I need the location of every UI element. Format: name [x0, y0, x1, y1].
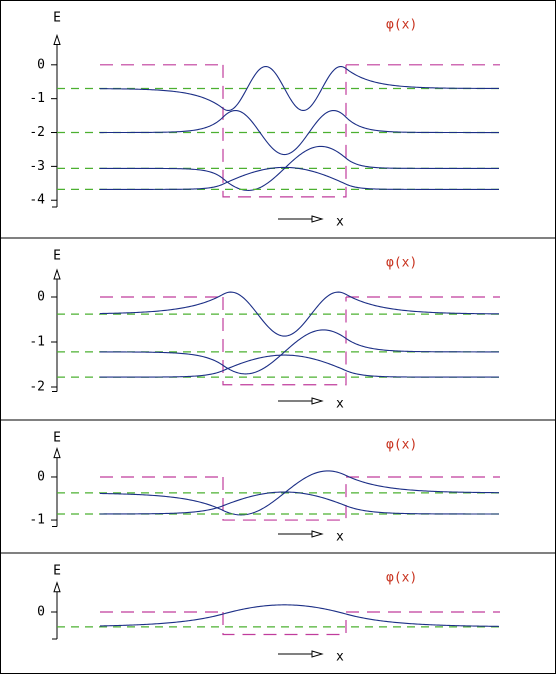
x-arrow-head — [311, 650, 324, 658]
y-axis-label: E — [53, 249, 61, 264]
y-tick-label: 0 — [37, 605, 45, 620]
potential-well — [222, 476, 347, 521]
y-tick-label: -3 — [29, 159, 45, 174]
wavefunction — [100, 329, 499, 375]
y-tick-label: -2 — [29, 125, 45, 140]
panel: E 0 φ(x) x — [0, 552, 556, 665]
wavefunction — [100, 166, 499, 190]
panel: E 0 -1 -2 φ(x) x — [0, 237, 556, 412]
x-axis-label: x — [336, 530, 344, 545]
wavefunction — [100, 109, 499, 156]
x-axis-label: x — [336, 650, 344, 665]
annotation: φ(x) — [386, 18, 417, 33]
potential-well — [222, 297, 347, 386]
x-arrow-head — [311, 530, 324, 538]
y-axis-arrow — [53, 581, 61, 593]
panel: E 0 -1 φ(x) x — [0, 419, 556, 545]
wavefunction — [100, 354, 499, 378]
y-tick-label: -1 — [29, 513, 45, 528]
annotation: φ(x) — [386, 438, 417, 453]
y-tick-label: 0 — [37, 290, 45, 305]
y-axis-label: E — [53, 564, 61, 579]
y-axis-label: E — [53, 11, 61, 26]
x-axis-label: x — [336, 397, 344, 412]
y-axis-label: E — [53, 431, 61, 446]
annotation: φ(x) — [386, 571, 417, 586]
x-axis-label: x — [336, 215, 344, 230]
potential-well — [222, 612, 347, 636]
y-tick-label: 0 — [37, 469, 45, 484]
y-axis-arrow — [53, 33, 61, 45]
y-tick-label: -1 — [29, 335, 45, 350]
wavefunction — [100, 145, 499, 191]
wavefunction — [99, 470, 500, 516]
wavefunction — [99, 65, 499, 112]
y-axis-arrow — [53, 447, 61, 459]
wavefunction — [99, 604, 500, 627]
panel: E 0 -1 -2 -3 -4 φ(x) x — [29, 11, 500, 230]
y-axis-arrow — [53, 268, 61, 280]
x-arrow-head — [311, 215, 324, 223]
wavefunction — [99, 291, 500, 337]
y-tick-label: -4 — [29, 193, 45, 208]
wavefunction — [100, 491, 499, 515]
y-tick-label: -2 — [29, 380, 45, 395]
y-tick-label: -1 — [29, 91, 45, 106]
x-arrow-head — [311, 397, 324, 405]
potential-well — [222, 64, 347, 198]
y-tick-label: 0 — [37, 57, 45, 72]
annotation: φ(x) — [386, 256, 417, 271]
